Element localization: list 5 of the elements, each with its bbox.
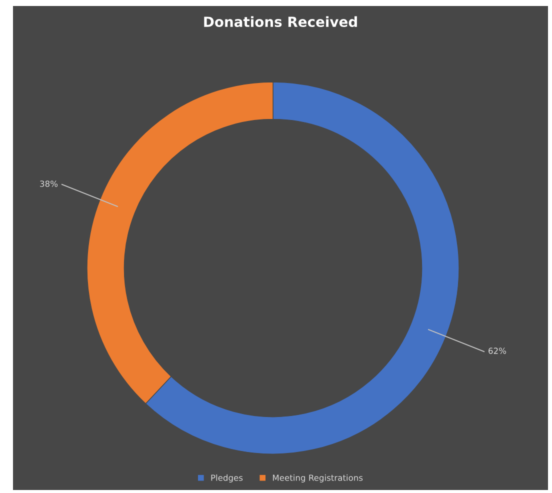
chart-title: Donations Received — [204, 16, 357, 28]
legend-label: Meeting Registrations — [272, 474, 363, 482]
legend-label: Pledges — [211, 474, 243, 482]
data-label: 38% — [40, 180, 58, 187]
data-label: 62% — [488, 348, 506, 354]
